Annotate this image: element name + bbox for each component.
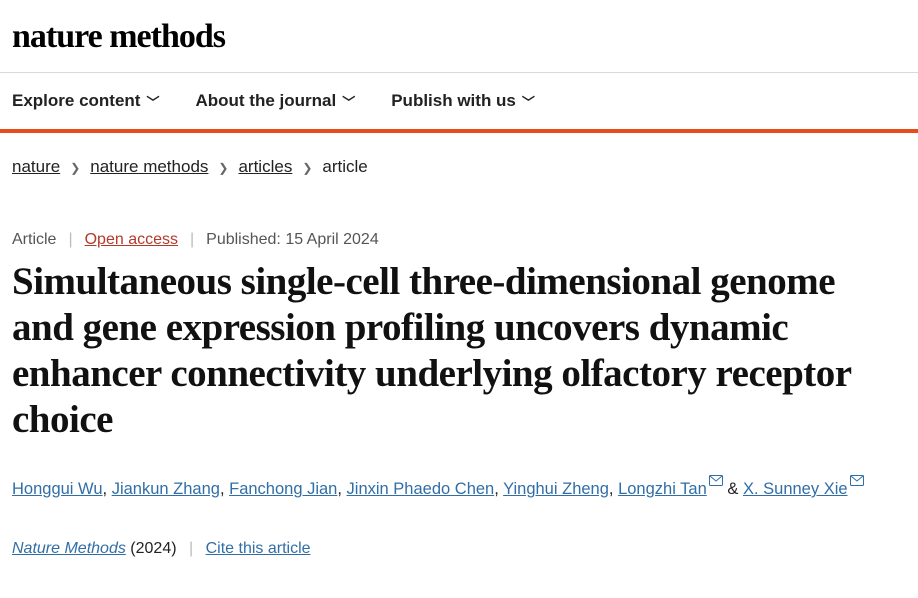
breadcrumb-current: article [322,157,367,177]
journal-name[interactable]: Nature Methods [12,540,126,557]
author-link[interactable]: Jinxin Phaedo Chen [347,480,495,498]
author-link[interactable]: X. Sunney Xie [743,480,848,498]
chevron-down-icon: ﹀ [146,92,159,111]
mail-icon [850,475,864,486]
nav-publish[interactable]: Publish with us ﹀ [391,91,535,111]
separator: | [189,540,193,557]
nav-label: Publish with us [391,91,516,111]
article-type: Article [12,231,56,249]
chevron-down-icon: ﹀ [522,92,535,111]
article-title: Simultaneous single-cell three-dimension… [0,249,900,443]
breadcrumb-link[interactable]: nature methods [90,157,208,177]
separator: | [190,231,194,249]
article-meta: Article | Open access | Published: 15 Ap… [0,177,918,249]
chevron-right-icon [70,157,80,177]
nav-label: Explore content [12,91,140,111]
nav-about-journal[interactable]: About the journal ﹀ [195,91,355,111]
open-access-badge[interactable]: Open access [85,231,178,249]
nav-explore-content[interactable]: Explore content ﹀ [12,91,159,111]
nav-label: About the journal [195,91,336,111]
published-date: Published: 15 April 2024 [206,231,379,249]
journal-citation: Nature Methods (2024) | Cite this articl… [0,506,918,576]
author-link[interactable]: Longzhi Tan [618,480,707,498]
ampersand: & [727,480,738,498]
chevron-right-icon [218,157,228,177]
separator: | [68,231,72,249]
site-title[interactable]: nature methods [0,0,918,72]
main-nav: Explore content ﹀ About the journal ﹀ Pu… [0,73,918,129]
chevron-right-icon [302,157,312,177]
author-link[interactable]: Honggui Wu [12,480,103,498]
journal-year: (2024) [130,540,176,557]
breadcrumb-link[interactable]: nature [12,157,60,177]
chevron-down-icon: ﹀ [342,92,355,111]
author-list: Honggui Wu, Jiankun Zhang, Fanchong Jian… [0,443,918,506]
breadcrumb-link[interactable]: articles [238,157,292,177]
author-link[interactable]: Jiankun Zhang [112,480,220,498]
breadcrumb: nature nature methods articles article [0,133,918,177]
author-link[interactable]: Fanchong Jian [229,480,337,498]
mail-icon [709,475,723,486]
author-link[interactable]: Yinghui Zheng [503,480,609,498]
cite-article-link[interactable]: Cite this article [206,540,311,557]
